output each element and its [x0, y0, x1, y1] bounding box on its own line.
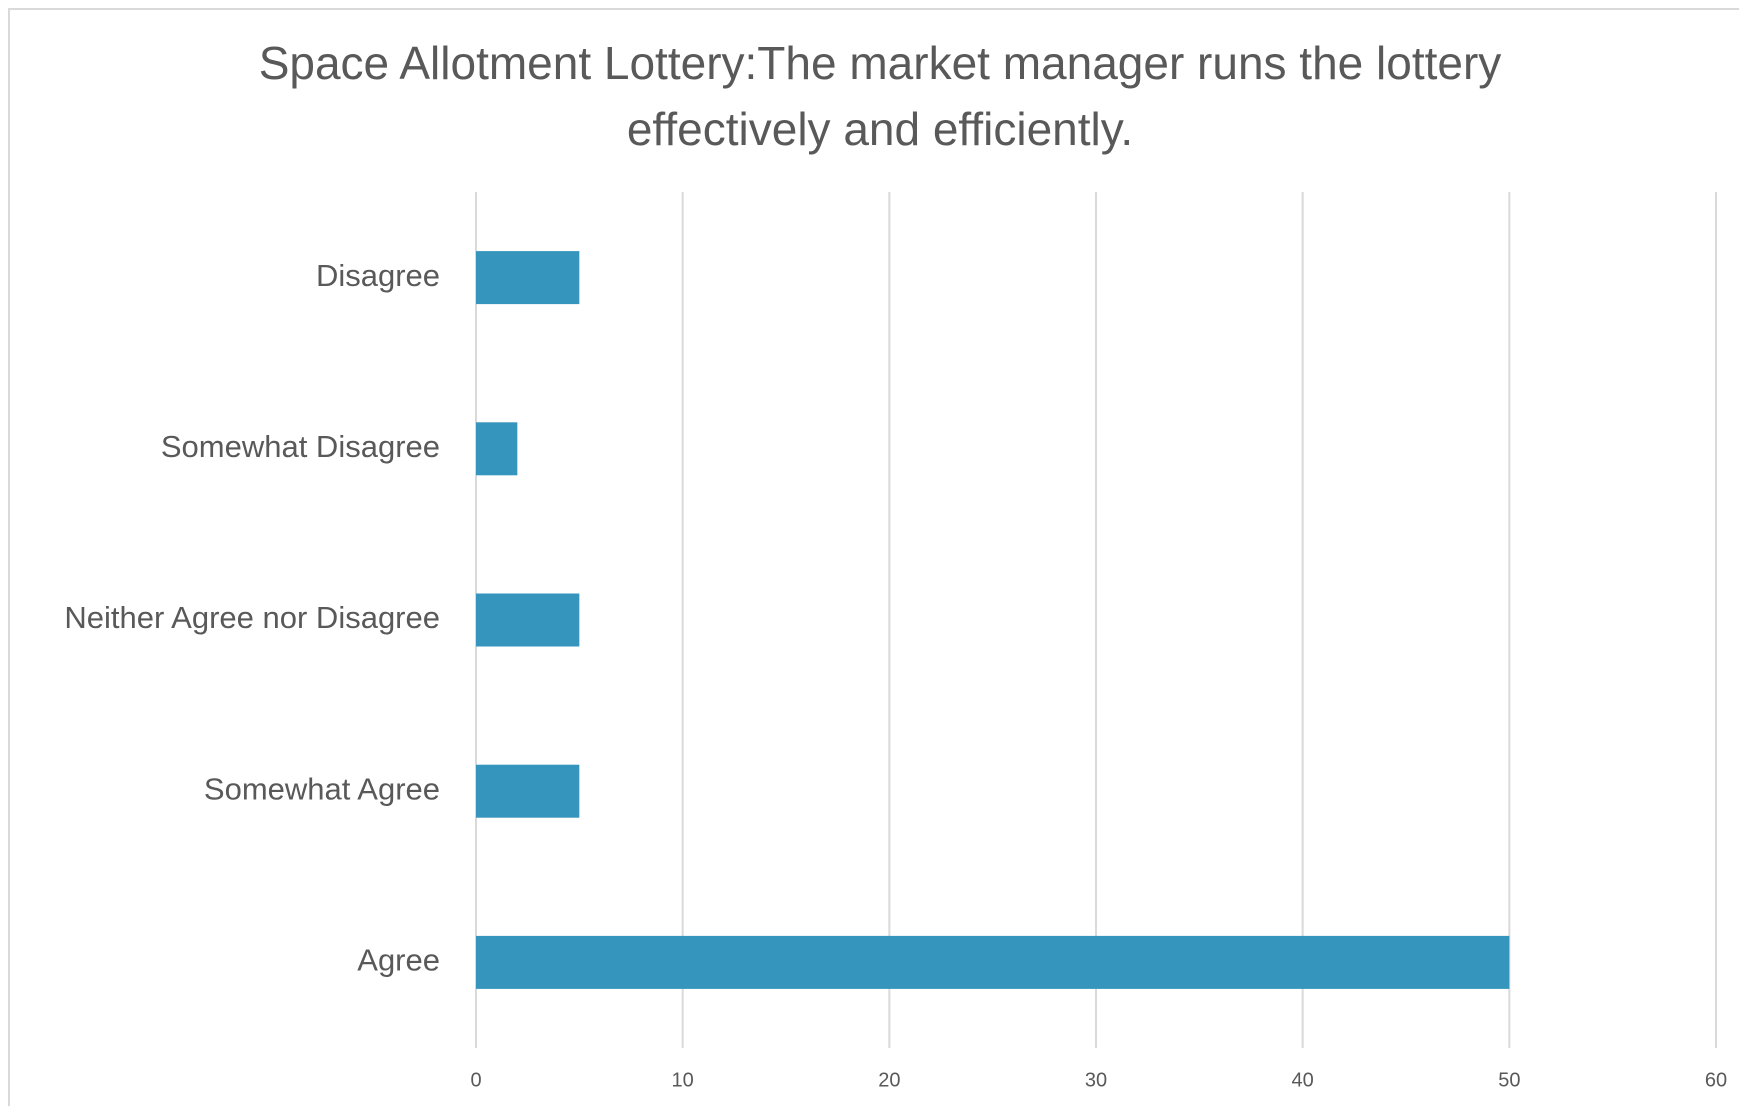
bar: [476, 593, 580, 647]
y-tick-label: Neither Agree nor Disagree: [64, 600, 440, 635]
x-tick-label: 20: [878, 1069, 900, 1091]
bar: [476, 422, 518, 476]
bar: [476, 764, 580, 818]
chart-title: Space Allotment Lottery:The market manag…: [258, 37, 1502, 155]
y-tick-label: Somewhat Disagree: [161, 429, 440, 464]
x-tick-label: 0: [470, 1069, 481, 1091]
x-tick-label: 40: [1292, 1069, 1314, 1091]
x-tick-label: 60: [1705, 1069, 1727, 1091]
chart-border: [8, 8, 1739, 1106]
x-tick-label: 10: [672, 1069, 694, 1091]
bar: [476, 935, 1510, 989]
x-tick-label: 50: [1498, 1069, 1520, 1091]
bar: [476, 251, 580, 305]
y-tick-label: Disagree: [316, 258, 440, 293]
y-tick-label: Somewhat Agree: [204, 771, 440, 806]
x-tick-label: 30: [1085, 1069, 1107, 1091]
y-tick-label: Agree: [357, 943, 440, 978]
